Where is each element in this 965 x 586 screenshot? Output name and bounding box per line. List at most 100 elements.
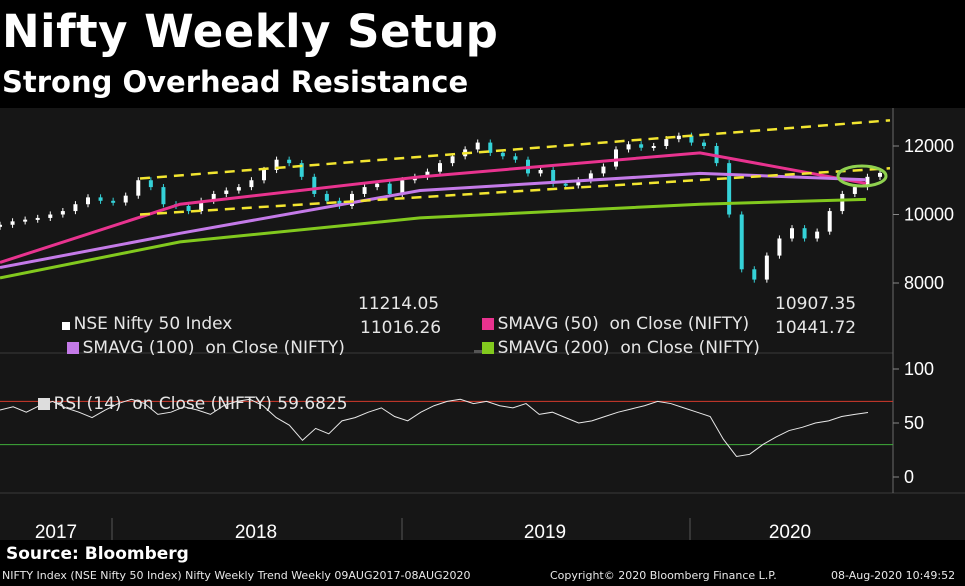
source-note: Source: Bloomberg [6, 544, 189, 564]
candle-body [475, 142, 480, 150]
candle-body [702, 142, 706, 146]
candle-body [790, 228, 794, 239]
candle-body [614, 149, 618, 167]
year-label: 2019 [524, 522, 566, 540]
candle-body [199, 200, 204, 212]
chart-svg: 8000 10000 12000 0 50 100 2017 2018 2019 2020 [0, 108, 965, 543]
sma50-line [0, 151, 867, 264]
legend-sma200-value: 10441.72 [775, 318, 857, 338]
candle-body [852, 187, 857, 194]
legend-sma50-value: 10907.35 [775, 294, 857, 314]
legend-price-label: NSE Nifty 50 Index [73, 314, 233, 334]
moving-average-lines [0, 151, 867, 280]
candle-body [450, 156, 455, 164]
legend-sma100: SMAVG (100) on Close (NIFTY) [45, 318, 345, 378]
candle-body [739, 214, 744, 270]
candle-body [601, 166, 606, 174]
candle-body [815, 231, 820, 239]
candle-body [299, 163, 304, 177]
candle-body [350, 193, 354, 206]
candle-body [802, 228, 807, 239]
candle-body [48, 214, 53, 218]
footer-timestamp: 08-Aug-2020 10:49:52 [831, 569, 956, 582]
candle-body [0, 224, 2, 227]
price-tick-label: 8000 [904, 273, 944, 293]
candle-body [337, 200, 342, 206]
candle-body [752, 269, 757, 280]
chart-panel: 8000 10000 12000 0 50 100 2017 2018 2019 2020 NSE… [0, 108, 965, 543]
sma200-line [0, 197, 867, 280]
candle-body [312, 176, 317, 194]
rsi-swatch [37, 398, 50, 410]
axes: 8000 10000 12000 0 50 100 2017 2018 2019 2020 [35, 136, 954, 543]
candle-body [211, 193, 216, 201]
candle-body [60, 211, 65, 215]
candle-body [224, 190, 229, 194]
candle-body [513, 156, 518, 160]
candle-body [274, 159, 279, 170]
year-label: 2018 [235, 522, 277, 540]
candle-body [639, 144, 644, 148]
legend-price: NSE Nifty 50 Index [40, 294, 232, 354]
candle-body [161, 187, 166, 205]
candle-body [287, 159, 292, 164]
candle-body [664, 139, 669, 146]
candle-body [262, 169, 266, 181]
lower-trendline [139, 167, 891, 216]
candle-body [73, 204, 78, 212]
candle-body [86, 197, 90, 205]
candle-body [438, 163, 442, 172]
candle-body [148, 180, 153, 188]
candle-body [764, 255, 769, 280]
legend-rsi-value: 59.6825 [277, 394, 348, 414]
footer-copyright: Copyright© 2020 Bloomberg Finance L.P. [550, 569, 777, 582]
candle-body [23, 219, 28, 222]
year-label: 2020 [769, 522, 811, 540]
legend-sma200-label: SMAVG (200) on Close (NIFTY) [497, 338, 760, 358]
rsi-panel [0, 398, 893, 458]
legend-price-value: 11214.05 [358, 294, 440, 314]
sma200-swatch [481, 342, 494, 354]
year-label: 2017 [35, 522, 77, 540]
trendlines [139, 119, 891, 216]
legend-sma200: SMAVG (200) on Close (NIFTY) [460, 318, 760, 378]
candle-body [500, 152, 505, 157]
candle-body [651, 146, 656, 148]
candle-body [362, 187, 367, 194]
price-tick-label: 10000 [904, 205, 954, 225]
chart-title: Nifty Weekly Setup [2, 5, 499, 58]
candle-body [111, 200, 116, 203]
price-swatch [61, 322, 70, 330]
legend-sma100-value: 11016.26 [360, 318, 442, 338]
candle-body [136, 180, 141, 196]
price-candles [0, 132, 882, 283]
candle-body [626, 144, 631, 150]
highlight-ellipse [836, 164, 888, 188]
legend-rsi: RSI (14) on Close (NIFTY) 59.6825 [16, 374, 348, 434]
candle-body [840, 193, 845, 212]
candle-body [588, 173, 593, 181]
candle-body [249, 180, 254, 188]
candle-body [35, 217, 40, 220]
candle-body [865, 176, 870, 188]
sma100-swatch [66, 342, 79, 354]
candle-body [375, 183, 380, 188]
candle-body [98, 197, 103, 201]
candle-body [538, 169, 543, 174]
candle-body [827, 211, 832, 232]
sma50-swatch [481, 318, 494, 330]
candle-body [10, 221, 15, 225]
upper-trendline [139, 119, 891, 180]
candle-body [186, 205, 191, 212]
legend-rsi-label: RSI (14) on Close (NIFTY) [53, 394, 272, 414]
footer-left: NIFTY Index (NSE Nifty 50 Index) Nifty W… [2, 569, 471, 582]
rsi-tick-label: 50 [904, 413, 924, 433]
candle-body [727, 163, 732, 215]
candle-body [387, 183, 392, 194]
candle-body [123, 195, 128, 203]
candle-body [324, 193, 329, 201]
rsi-tick-label: 0 [904, 467, 914, 487]
rsi-line [0, 398, 869, 458]
candle-body [488, 142, 493, 153]
candle-body [878, 172, 882, 177]
